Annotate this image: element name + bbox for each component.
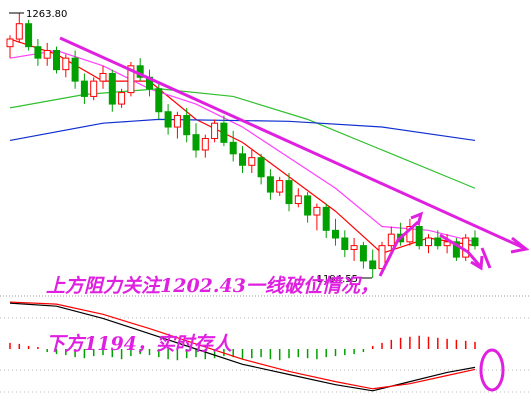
trend-line [59,36,525,250]
annotation: 上方阻力关注1202.43一线破位情况， [46,275,379,297]
candle-body [229,141,237,155]
candle-body [173,115,181,128]
candle-body [452,241,460,258]
candle-body [359,245,367,262]
trend-drawings [59,36,530,392]
candle-body [304,195,312,216]
candle-body [127,65,135,94]
marks [6,13,479,392]
candle-body [369,260,377,270]
candle-body [201,138,209,151]
candle-body [80,80,88,97]
candle-body [285,180,293,205]
candle-body [220,122,228,143]
candle-body [387,233,395,247]
candle-body [443,241,451,247]
candle-body [108,72,116,105]
candle-body [350,245,358,250]
candle-body [71,57,79,82]
arrow-head [470,255,484,271]
highlight-ellipse [479,348,505,392]
candle-body [248,157,256,166]
candle-body [378,245,386,270]
arrow-path [439,233,482,267]
candle-body [341,237,349,250]
candle-body [164,111,172,128]
candle-body [155,88,163,113]
candle-body [462,237,470,258]
candle-body [15,23,23,40]
candle-body [43,50,51,59]
candle-body [425,237,432,247]
annotation: 下方1194，实时存人 [46,333,233,355]
candle-body [62,57,70,71]
candle-body [183,115,191,136]
low-label: 1194.55 [317,274,358,285]
candle-body [53,50,60,71]
candle-body [99,72,107,82]
candle-body [322,206,330,231]
macd-line [9,301,476,390]
candle-body [332,229,339,239]
candle-body [6,38,14,48]
arrow-head [410,211,424,226]
candle-body [266,176,274,193]
moving-average [9,49,476,243]
candle-body [276,180,284,193]
macd-line [9,302,476,392]
candle-body [471,237,479,247]
candle-body [406,226,414,243]
candle-body [211,122,219,140]
candle-body [192,134,200,151]
candle-body [257,157,265,178]
candle-body [90,80,98,97]
candle-body [415,226,423,247]
arrow-head [510,236,530,254]
arrow-path [378,220,420,277]
candle-body [313,206,321,216]
candle-body [34,46,42,59]
moving-average [9,38,476,254]
high-label: 1263.80 [26,9,67,20]
candle-body [239,153,246,166]
candle-body [434,237,442,247]
arrow-path [480,247,492,269]
candle-body [294,195,302,205]
candle-body [25,23,33,48]
candle-body [118,92,126,105]
